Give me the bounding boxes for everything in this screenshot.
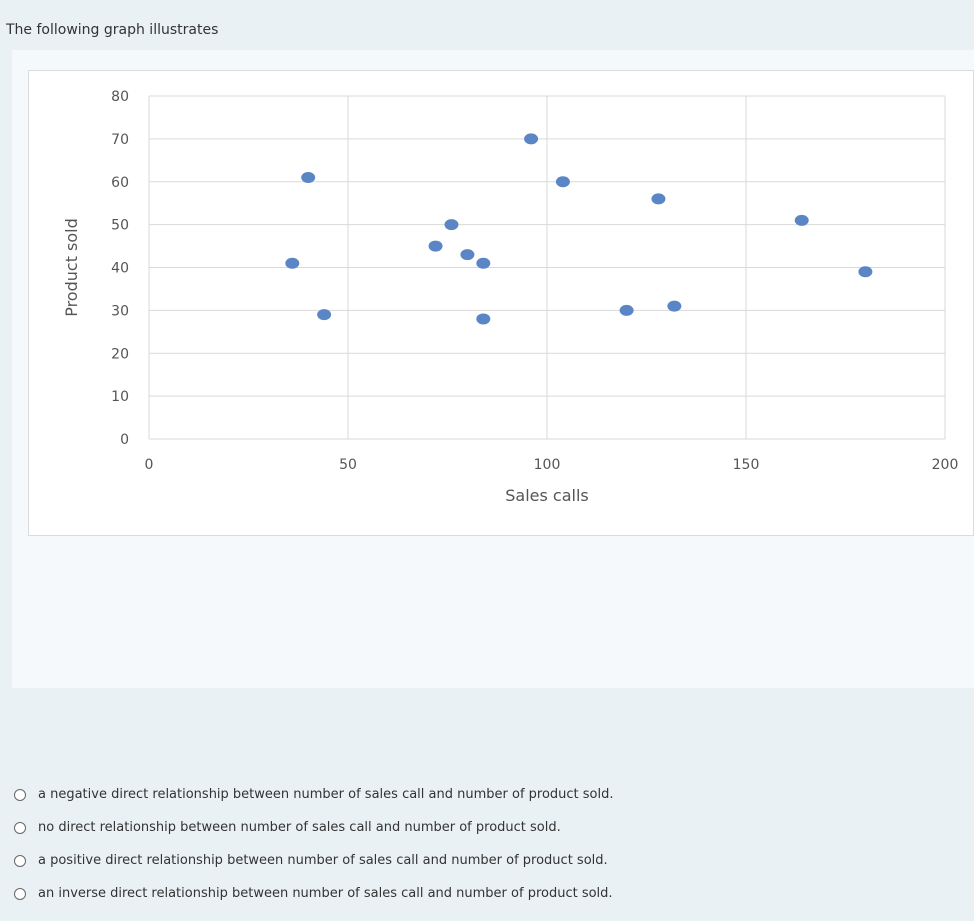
data-point: [476, 313, 491, 325]
radio-button[interactable]: [14, 788, 26, 801]
x-tick-label: 200: [932, 457, 959, 473]
x-axis-title: Sales calls: [505, 486, 589, 505]
radio-button[interactable]: [14, 854, 26, 867]
x-tick-label: 100: [534, 457, 561, 473]
x-tick-label: 50: [339, 457, 357, 473]
y-tick-label: 70: [111, 132, 129, 148]
answer-option-2[interactable]: no direct relationship between number of…: [10, 811, 960, 844]
data-point: [428, 240, 443, 252]
answer-option-label: no direct relationship between number of…: [38, 820, 561, 835]
scatter-chart-svg: 0 10 20 30 40 50 60 70 80 0 50 100 150 200 Sales calls…: [62, 89, 959, 505]
data-point: [794, 214, 809, 226]
answer-option-label: a negative direct relationship between n…: [38, 787, 614, 802]
y-tick-label: 0: [120, 432, 129, 448]
data-point: [555, 176, 570, 188]
data-point: [301, 171, 316, 183]
y-tick-label: 10: [111, 389, 129, 405]
data-point: [460, 249, 475, 261]
y-axis-title: Product sold: [62, 218, 81, 317]
data-point: [858, 266, 873, 278]
data-point: [619, 304, 634, 316]
data-point: [317, 309, 332, 321]
data-point: [651, 193, 666, 205]
answer-option-label: an inverse direct relationship between n…: [38, 886, 613, 901]
data-point: [285, 257, 300, 269]
answer-option-4[interactable]: an inverse direct relationship between n…: [10, 877, 960, 910]
y-tick-label: 20: [111, 346, 129, 362]
data-point: [444, 219, 459, 231]
x-tick-label: 150: [733, 457, 760, 473]
data-point: [524, 133, 539, 145]
data-point: [667, 300, 682, 312]
radio-button[interactable]: [14, 887, 26, 900]
scatter-chart: 0 10 20 30 40 50 60 70 80 0 50 100 150 200 Sales calls…: [28, 70, 974, 536]
y-tick-label: 80: [111, 89, 129, 105]
y-tick-label: 40: [111, 261, 129, 277]
data-point: [476, 257, 491, 269]
y-tick-label: 60: [111, 175, 129, 191]
x-tick-label: 0: [145, 457, 154, 473]
y-tick-label: 50: [111, 218, 129, 234]
y-tick-label: 30: [111, 303, 129, 319]
answer-option-3[interactable]: a positive direct relationship between n…: [10, 844, 960, 877]
answer-option-1[interactable]: a negative direct relationship between n…: [10, 778, 960, 811]
answer-options: a negative direct relationship between n…: [10, 778, 960, 910]
answer-option-label: a positive direct relationship between n…: [38, 853, 608, 868]
radio-button[interactable]: [14, 821, 26, 834]
question-text: The following graph illustrates: [6, 22, 219, 38]
